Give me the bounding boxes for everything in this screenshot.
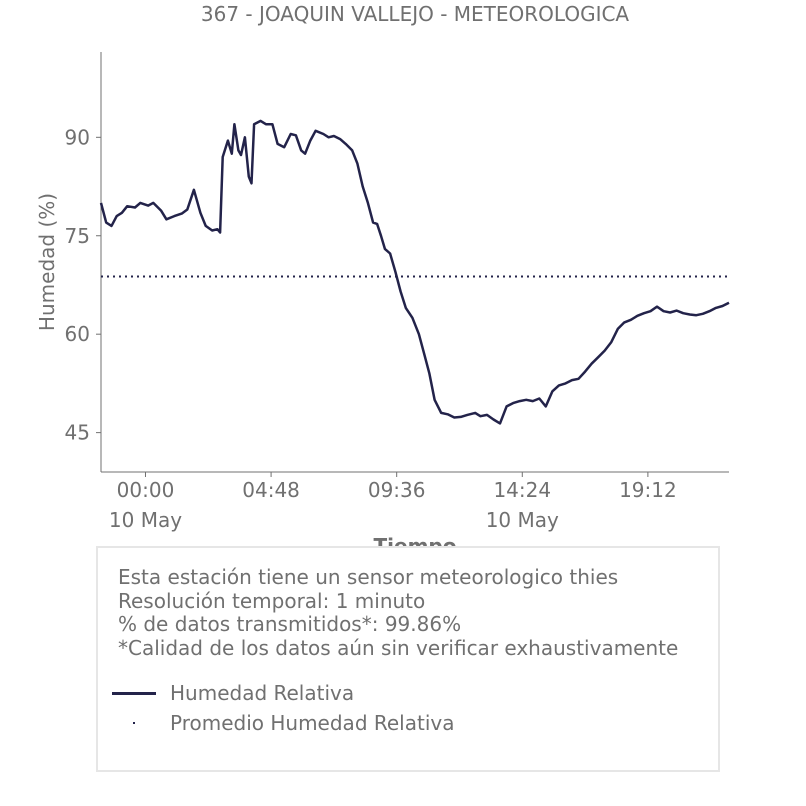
series-layer [99,119,730,425]
x-tick-label: 04:48 [242,478,300,502]
legend-swatch-solid [112,681,156,705]
legend-item-average: Promedio Humedad Relativa [112,711,454,735]
y-tick-label: 90 [65,125,90,149]
y-tick-label: 75 [65,224,90,248]
info-text: Esta estación tiene un sensor meteorolog… [118,565,679,660]
legend-item-humidity: Humedad Relativa [112,681,354,705]
y-axis-label: Humedad (%) [35,193,59,331]
x-tick-label: 00:00 [117,478,175,502]
x-tick-label: 09:36 [368,478,426,502]
legend-label-average: Promedio Humedad Relativa [170,711,455,735]
info-line-quality-note: *Calidad de los datos aún sin verificar … [118,635,679,660]
legend-swatch-dotted [112,711,156,735]
series-humedad-relativa [99,119,730,425]
info-panel: Esta estación tiene un sensor meteorolog… [96,546,720,772]
x-date-label: 10 May [109,508,182,532]
info-line-sensor: Esta estación tiene un sensor meteorolog… [118,565,619,589]
y-tick-label: 60 [65,322,90,346]
legend-label-humidity: Humedad Relativa [170,681,355,705]
info-line-resolution: Resolución temporal: 1 minuto [118,588,426,613]
plot-axes: 45 60 75 90 00:00 10 May 04:48 09:36 14:24 10 May… [65,52,729,532]
chart-title: 367 - JOAQUIN VALLEJO - METEOROLOGICA [201,2,630,26]
x-tick-label: 14:24 [493,478,551,502]
info-line-transmitted: % de datos transmitidos*: 99.86% [118,612,462,636]
x-tick-label: 19:12 [619,478,677,502]
x-date-label: 10 May [486,508,559,532]
y-tick-label: 45 [65,421,90,445]
